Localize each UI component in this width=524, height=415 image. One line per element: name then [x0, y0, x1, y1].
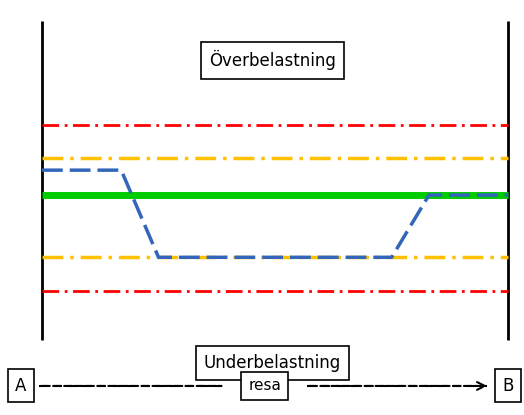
Text: B: B	[503, 377, 514, 395]
Text: A: A	[15, 377, 27, 395]
Text: Underbelastning: Underbelastning	[204, 354, 341, 372]
Text: resa: resa	[248, 378, 281, 393]
Text: Överbelastning: Överbelastning	[209, 50, 336, 70]
